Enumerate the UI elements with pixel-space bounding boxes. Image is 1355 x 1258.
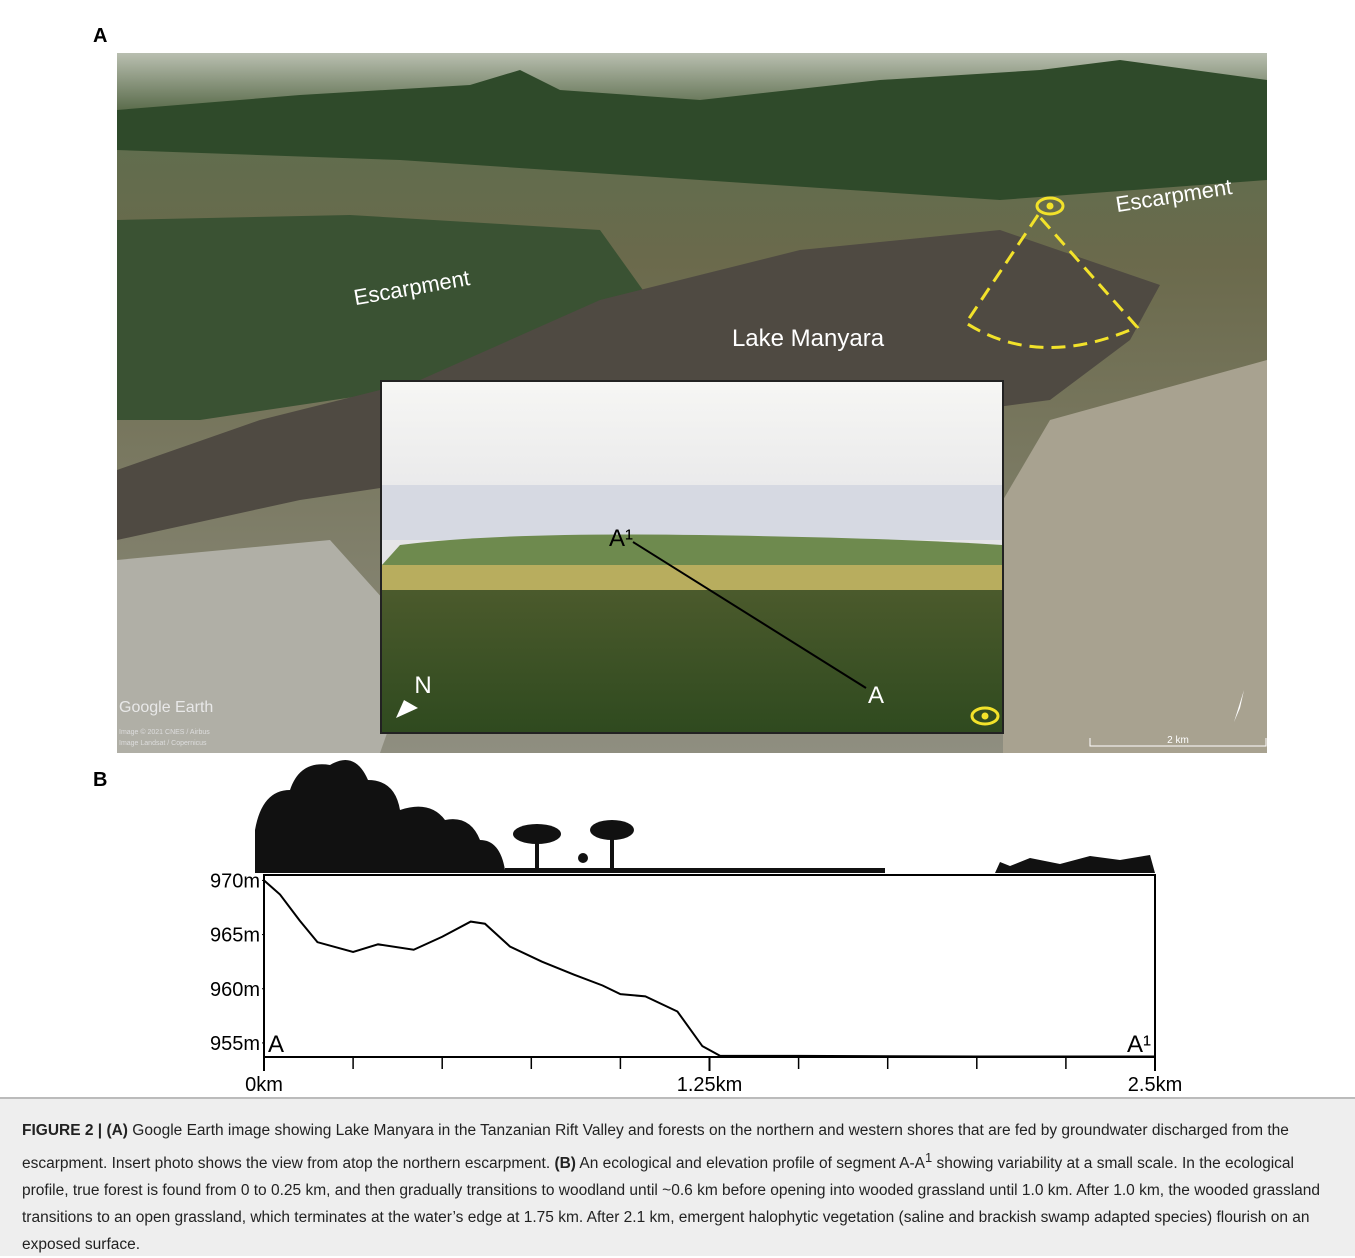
grass [505, 868, 885, 873]
caption-tag: (A) [106, 1122, 128, 1139]
panel-letter: A [93, 25, 107, 47]
satellite-image: Escarpment Escarpment Lake Manyara Googl… [117, 53, 1267, 753]
inset-photo: A¹ A N [381, 381, 1003, 733]
panel-letter: B [93, 769, 107, 791]
lake-label: Lake Manyara [732, 325, 885, 352]
segment-start-label: A [268, 1031, 284, 1058]
x-tick-label: 2.5km [1128, 1074, 1182, 1096]
figure-caption: FIGURE 2 | (A) Google Earth image showin… [0, 1097, 1355, 1256]
tree-trunk [610, 836, 614, 873]
vegetation-silhouette [255, 760, 1155, 873]
inset-grassland [382, 565, 1002, 590]
point-label: A¹ [609, 525, 633, 552]
point-label: A [868, 682, 884, 709]
page: {"panel_a": {"letter": "A", "escarpment_… [0, 0, 1355, 1256]
plot-frame [264, 875, 1155, 1057]
elevation-line [264, 880, 1155, 1056]
image-credit: Image © 2021 CNES / Airbus [119, 728, 210, 736]
caption-tag: (B) [554, 1155, 576, 1172]
inset-lake [382, 485, 1002, 540]
segment-end-label: A¹ [1127, 1031, 1151, 1058]
forest-silhouette [255, 760, 505, 873]
y-tick-label: 965m [210, 925, 260, 947]
figure: A Escarpment Escarpment Lake Manyara Goo… [0, 0, 1355, 1097]
caption-text: An ecological and elevation profile of s… [576, 1155, 925, 1172]
google-earth-logo: Google Earth [119, 699, 213, 716]
shrub [578, 853, 588, 863]
scale-label: 2 km [1167, 735, 1189, 746]
y-tick-label: 960m [210, 979, 260, 1001]
north-label: N [414, 672, 431, 699]
inset-forest [382, 590, 1002, 732]
swamp-vegetation [995, 855, 1155, 873]
elevation-chart: 970m 965m 960m 955m 0km 1.25km 2.5km A A¹ [210, 870, 1182, 1096]
x-tick-label: 1.25km [677, 1074, 743, 1096]
caption-label: FIGURE 2 | [22, 1122, 102, 1139]
y-tick-label: 970m [210, 870, 260, 892]
x-tick-label: 0km [245, 1074, 283, 1096]
eye-pupil [982, 713, 989, 720]
eye-pupil [1047, 203, 1054, 210]
image-credit: Image Landsat / Copernicus [119, 740, 207, 747]
y-tick-label: 955m [210, 1033, 260, 1055]
